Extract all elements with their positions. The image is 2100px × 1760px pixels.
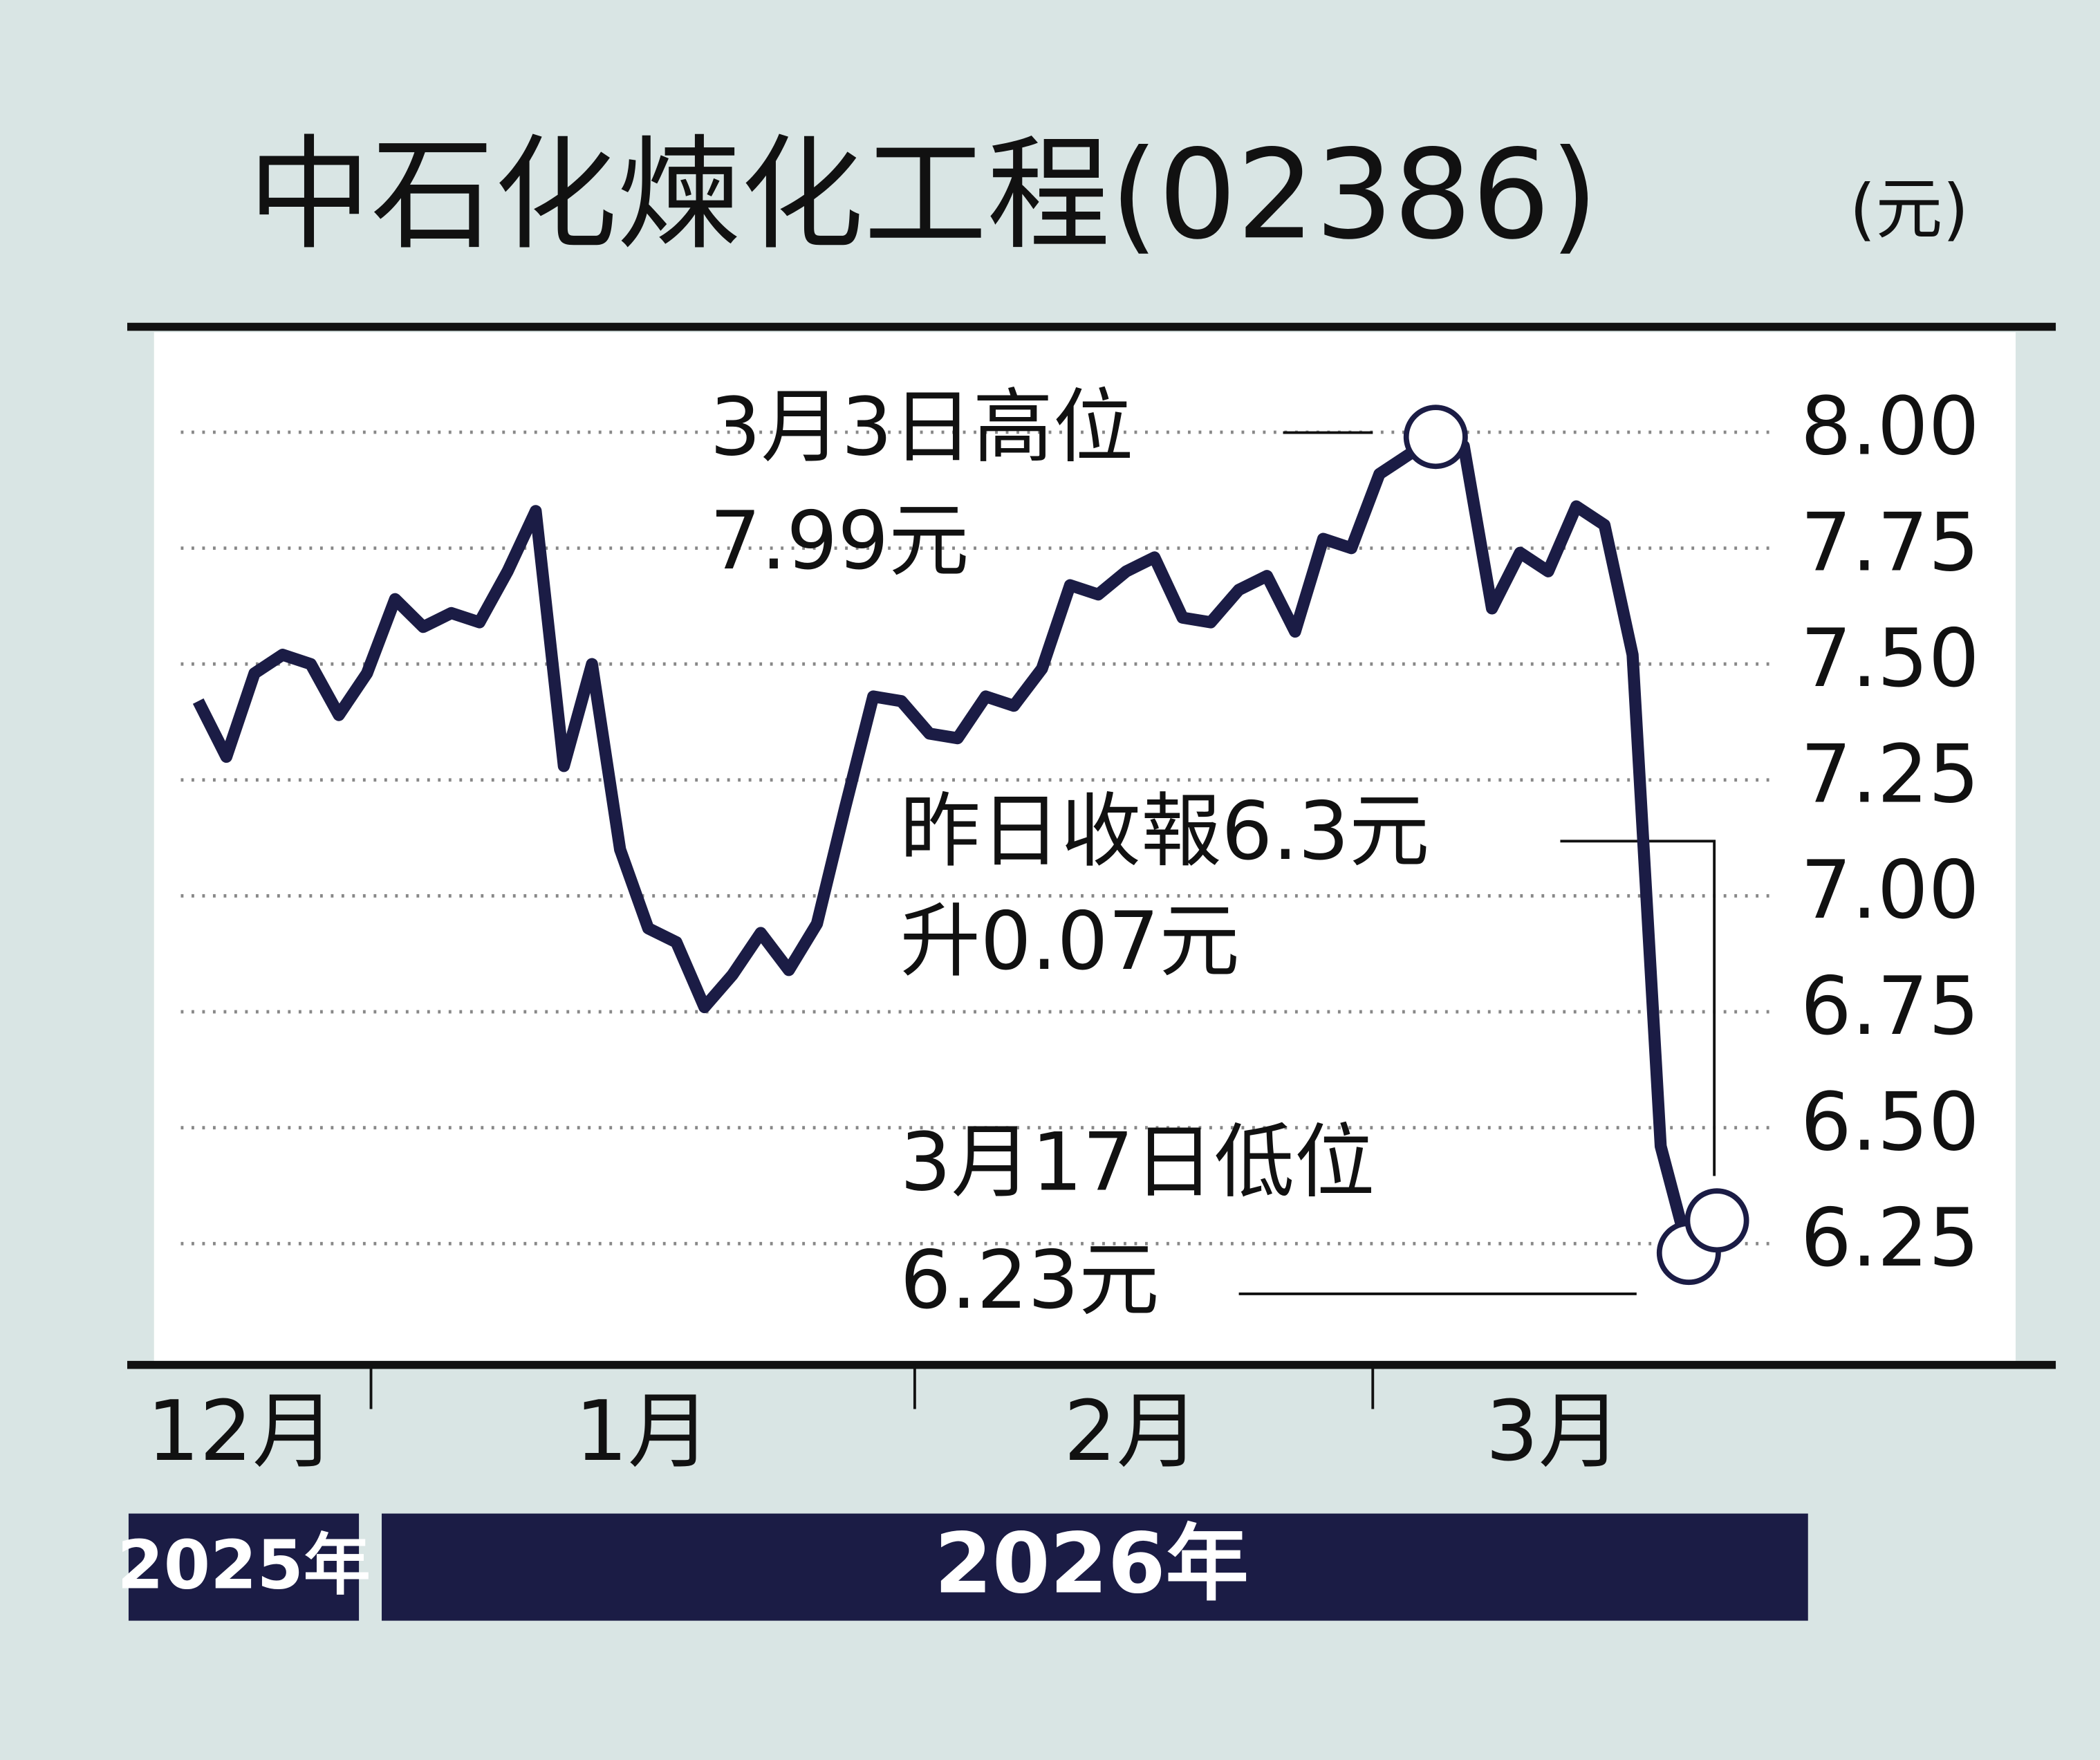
annotation: 3月3日高位 xyxy=(710,380,1134,474)
month-label: 1月 xyxy=(575,1384,710,1480)
plot-area xyxy=(154,332,2016,1361)
annotation: 7.99元 xyxy=(710,494,969,588)
leader-line xyxy=(1560,840,1716,1176)
point-marker xyxy=(1684,1188,1749,1253)
annotation: 升0.07元 xyxy=(900,895,1240,988)
marks xyxy=(192,405,1749,1286)
annotation: 昨日收報6.3元 xyxy=(900,785,1430,878)
y-tick-label: 6.50 xyxy=(1801,1075,1980,1169)
point-marker xyxy=(1403,405,1468,470)
annotation: 6.23元 xyxy=(900,1234,1160,1327)
y-tick-label: 7.75 xyxy=(1801,496,1980,589)
month-label: 3月 xyxy=(1486,1384,1622,1480)
year-box xyxy=(382,1513,1808,1621)
y-tick-label: 6.75 xyxy=(1801,960,1980,1053)
month-label: 2月 xyxy=(1063,1384,1199,1480)
year-label: 2025年 xyxy=(117,1526,370,1604)
year-label: 2026年 xyxy=(934,1517,1248,1613)
chart-title: 中石化煉化工程(02386) xyxy=(248,124,1598,267)
month-label: 12月 xyxy=(147,1384,335,1480)
year-box xyxy=(128,1513,360,1621)
annotation: 3月17日低位 xyxy=(900,1116,1375,1210)
y-tick-label: 6.25 xyxy=(1801,1192,1980,1285)
y-tick-label: 7.25 xyxy=(1801,728,1980,822)
unit-label: (元) xyxy=(1850,170,1969,248)
y-tick-label: 7.50 xyxy=(1801,612,1980,705)
y-tick-label: 7.00 xyxy=(1801,844,1980,937)
y-tick-label: 8.00 xyxy=(1801,380,1980,474)
